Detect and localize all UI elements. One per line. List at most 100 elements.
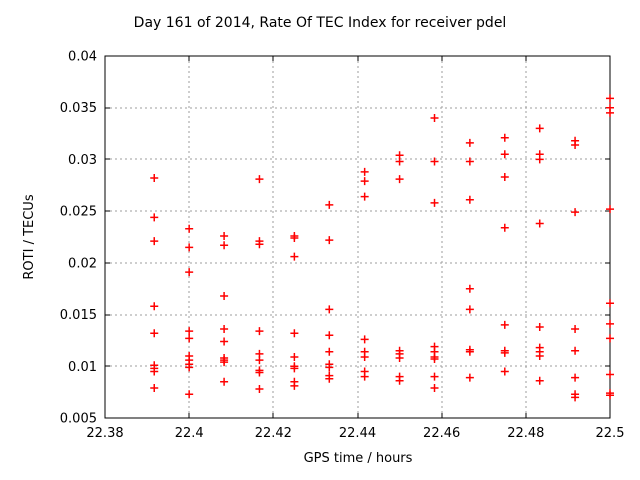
data-points [150,94,614,402]
y-tick-label: 0.01 [68,360,97,375]
data-point-marker [465,305,474,314]
x-tick-label: 22.38 [86,426,123,441]
data-point-marker [395,354,404,363]
data-point-marker [325,236,334,245]
data-point-marker [150,329,159,338]
data-point-marker [150,384,159,393]
data-point-marker [571,208,580,217]
data-point-marker [185,268,194,277]
data-point-marker [606,319,614,328]
data-point-marker [571,140,580,149]
data-point-marker [360,177,369,186]
data-point-marker [255,327,264,336]
data-point-marker [430,157,439,166]
data-point-marker [360,192,369,201]
y-tick-label: 0.015 [60,308,97,323]
data-point-marker [606,334,614,343]
data-point-marker [430,384,439,393]
data-point-marker [220,377,229,386]
axis-ticks [104,55,611,419]
data-point-marker [150,213,159,222]
data-point-marker [185,363,194,372]
tick-labels: 22.38 22.4 22.42 22.44 22.46 22.48 22.5 0.005 0.… [60,50,625,442]
data-point-marker [465,373,474,382]
data-point-marker [606,205,614,214]
data-point-marker [395,157,404,166]
data-point-marker [500,367,509,376]
data-point-marker [290,364,299,373]
data-point-marker [430,198,439,207]
data-point-marker [465,284,474,293]
data-point-marker [606,370,614,379]
data-point-marker [290,352,299,361]
data-point-marker [290,329,299,338]
data-point-marker [360,352,369,361]
data-point-marker [360,372,369,381]
data-point-marker [290,234,299,243]
data-point-marker [500,150,509,159]
data-point-marker [150,367,159,376]
data-point-marker [255,356,264,365]
data-point-marker [571,373,580,382]
x-tick-label: 22.48 [507,426,544,441]
x-tick-label: 22.44 [339,426,376,441]
x-tick-label: 22.46 [423,426,460,441]
data-point-marker [430,114,439,123]
data-point-marker [220,325,229,334]
data-point-marker [150,174,159,183]
data-point-marker [395,376,404,385]
data-point-marker [571,393,580,402]
y-tick-label: 0.04 [68,50,97,65]
data-point-marker [290,381,299,390]
x-tick-label: 22.4 [175,426,204,441]
data-point-marker [500,223,509,232]
data-point-marker [220,291,229,300]
data-point-marker [325,363,334,372]
x-axis-title: GPS time / hours [303,451,413,466]
data-point-marker [500,133,509,142]
data-point-marker [465,138,474,147]
data-point-marker [255,385,264,394]
data-point-marker [535,351,544,360]
data-point-marker [325,374,334,383]
chart-title: Day 161 of 2014, Rate Of TEC Index for r… [133,15,507,31]
data-point-marker [465,347,474,356]
data-point-marker [465,157,474,166]
data-point-marker [150,237,159,246]
data-point-marker [325,200,334,209]
data-point-marker [360,335,369,344]
data-point-marker [220,241,229,250]
data-point-marker [535,155,544,164]
data-point-marker [571,346,580,355]
data-point-marker [606,108,614,117]
data-point-marker [535,219,544,228]
y-tick-label: 0.025 [60,205,97,220]
data-point-marker [606,94,614,103]
data-point-marker [185,327,194,336]
data-point-marker [185,334,194,343]
data-point-marker [220,358,229,367]
data-point-marker [220,337,229,346]
data-point-marker [325,347,334,356]
data-point-marker [185,390,194,399]
data-point-marker [606,299,614,308]
data-point-marker [430,372,439,381]
data-point-marker [395,175,404,184]
data-point-marker [500,173,509,182]
y-tick-label: 0.03 [68,153,97,168]
data-point-marker [571,325,580,334]
data-point-marker [255,175,264,184]
data-point-marker [325,331,334,340]
y-tick-label: 0.02 [68,256,97,271]
data-point-marker [535,322,544,331]
x-tick-label: 22.5 [596,426,625,441]
data-point-marker [220,231,229,240]
y-tick-label: 0.035 [60,101,97,116]
data-point-marker [606,391,614,400]
data-point-marker [150,302,159,311]
data-point-marker [255,368,264,377]
data-point-marker [185,243,194,252]
data-point-marker [185,224,194,233]
